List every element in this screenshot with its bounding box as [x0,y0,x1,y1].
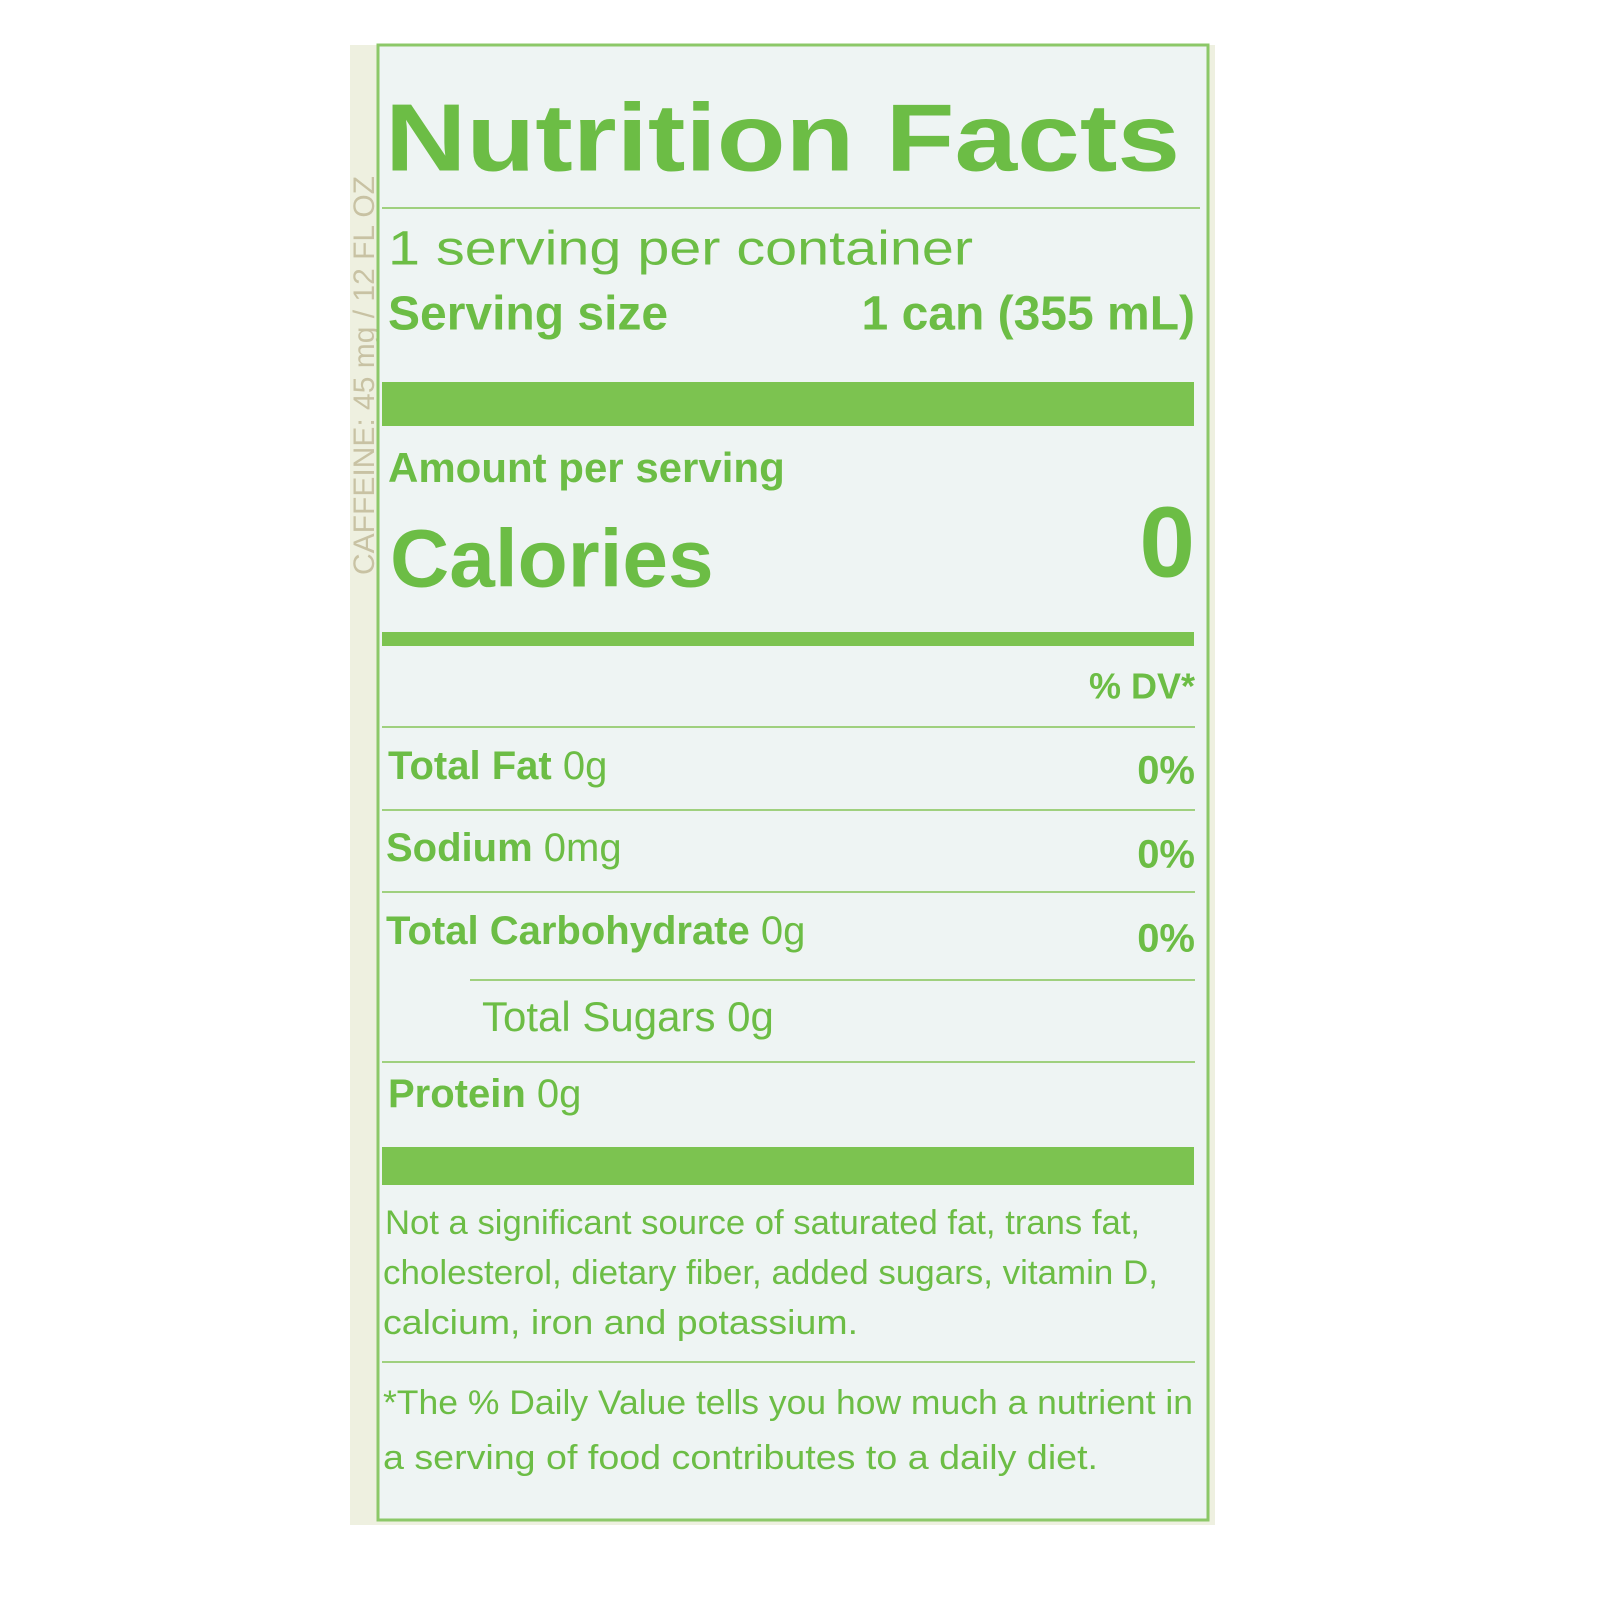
nutrient-amount: 0g [563,744,608,788]
nutrient-amount: 0g [761,909,806,953]
calories-value: 0 [1139,486,1195,598]
calories-label: Calories [390,514,714,605]
nutrient-amount: 0mg [544,826,622,870]
nutrient-name: Protein [388,1072,526,1116]
row: Total Carbohydrate 0g [386,909,805,953]
row: Total Fat 0g [388,744,607,788]
servings: 1 serving per container [388,223,973,276]
nutrient-amount: 0g [537,1072,582,1116]
nutrient-name: Total Fat [388,744,552,788]
nutrient-name: Total Carbohydrate [386,909,750,953]
amount-per-serving: Amount per serving [388,444,785,491]
side-text: CAFFEINE: 45 mg / 12 FL OZ [348,176,381,575]
note-line: calcium, iron and potassium. [383,1304,858,1342]
serving-size-label: Serving size [388,288,668,341]
nutrient-name: Total Sugars [482,993,715,1040]
row: Protein 0g [388,1072,581,1116]
note-line: Not a significant source of saturated fa… [385,1204,1140,1242]
row: Total Sugars 0g [482,993,774,1040]
nutrient-dv: 0% [1137,749,1195,793]
nutrient-name: Sodium [386,826,533,870]
title: Nutrition Facts [385,84,1180,191]
thick-bar [382,1147,1194,1185]
nutrient-dv: 0% [1137,917,1195,961]
nutrient-amount: 0g [727,993,774,1040]
note-line: cholesterol, dietary fiber, added sugars… [383,1254,1158,1292]
row: Sodium 0mg [386,826,622,870]
nutrient-dv: 0% [1137,833,1195,877]
medium-bar [382,632,1194,646]
label-panel [376,43,1210,1522]
serving-size-value: 1 can (355 mL) [862,288,1195,341]
footnote-line: *The % Daily Value tells you how much a … [383,1384,1193,1422]
footnote-line: a serving of food contributes to a daily… [383,1439,1098,1477]
dv-header: % DV* [1089,666,1195,707]
thick-bar [382,382,1194,426]
